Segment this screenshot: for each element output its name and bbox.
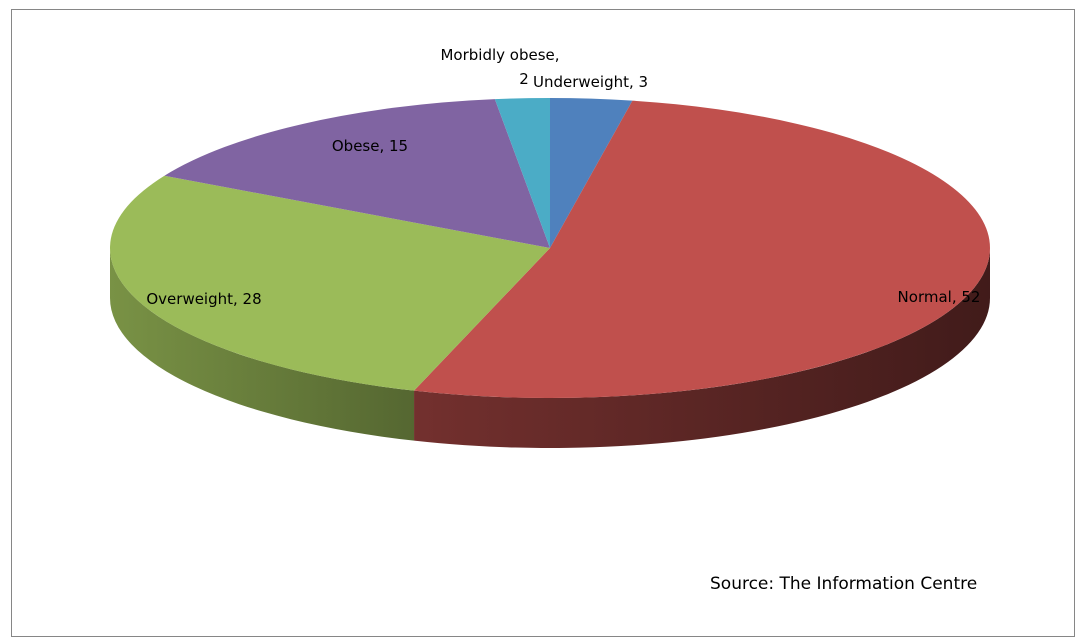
slice-side-normal <box>414 248 990 448</box>
slice-morbidly-obese <box>494 98 550 248</box>
pie-sides <box>110 248 990 448</box>
data-label-morbidly-obese: Morbidly obese, 2 <box>440 46 559 88</box>
data-label-underweight: Underweight, 3 <box>533 73 648 91</box>
slice-underweight <box>550 98 633 248</box>
slice-side-overweight <box>110 248 415 441</box>
slice-obese <box>164 99 551 248</box>
slice-overweight <box>110 175 550 391</box>
source-note: Source: The Information Centre <box>710 574 977 594</box>
pie-slices <box>110 98 990 398</box>
data-label-normal: Normal, 52 <box>898 288 981 306</box>
slice-labels: Underweight, 3 Normal, 52 Overweight, 28 Ob… <box>146 46 980 308</box>
slice-normal <box>414 100 990 398</box>
data-label-overweight: Overweight, 28 <box>146 290 261 308</box>
data-label-obese: Obese, 15 <box>332 137 408 155</box>
